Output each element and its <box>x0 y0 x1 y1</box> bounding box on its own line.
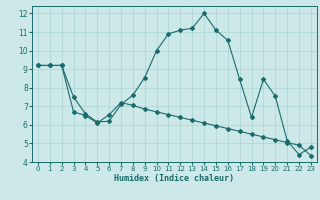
X-axis label: Humidex (Indice chaleur): Humidex (Indice chaleur) <box>115 174 234 183</box>
